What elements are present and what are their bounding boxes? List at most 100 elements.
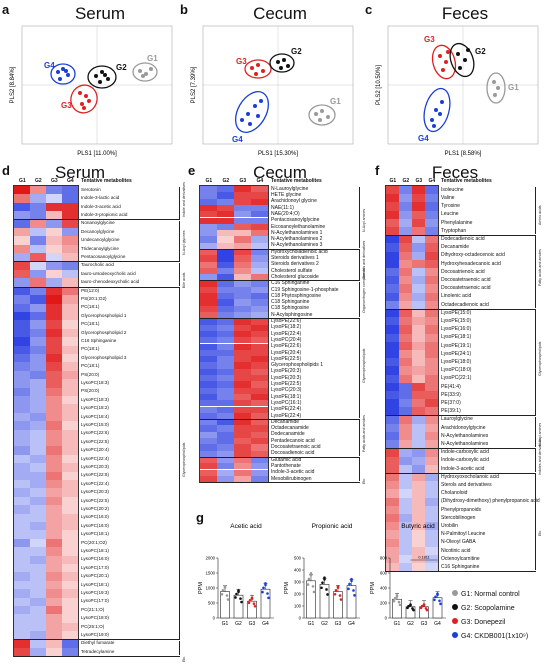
- bar-data-point: [350, 579, 353, 583]
- heatmap-cell: [62, 328, 78, 338]
- heatmap-cell: [200, 456, 217, 464]
- heatmap-cell: [46, 454, 62, 464]
- heatmap-cell: [62, 261, 78, 270]
- heatmap-cell: [46, 505, 62, 514]
- heatmap-cell: [46, 328, 62, 338]
- legend-marker-g3: [452, 618, 458, 624]
- ellipse-g3-c: [431, 44, 457, 80]
- heatmap-section-divider: [14, 639, 180, 640]
- heatmap-cell: [14, 219, 30, 228]
- heatmap-row-label: LysoPE(22:6): [271, 318, 302, 324]
- heatmap-cell: [200, 406, 217, 413]
- heatmap-cell: [412, 391, 425, 400]
- heatmap-cell: [234, 438, 251, 445]
- heatmap-cell: [14, 505, 30, 514]
- heatmap-cell: [62, 236, 78, 245]
- heatmap-cell: [425, 440, 438, 449]
- bar-data-point: [312, 590, 316, 594]
- heatmap-cell: [386, 391, 399, 400]
- heatmap-section-divider: [386, 571, 536, 572]
- heatmap-cell: [425, 530, 438, 539]
- heatmap-cell: [200, 274, 217, 281]
- bar-chart-ytick-label: 200: [294, 592, 302, 597]
- heatmap-cell: [30, 496, 46, 506]
- heatmap-cell: [217, 236, 234, 243]
- heatmap-cell: [251, 444, 268, 451]
- heatmap-cell: [251, 280, 268, 287]
- heatmap-cell: [46, 547, 62, 556]
- heatmap-cell: [412, 505, 425, 514]
- pls-label-g4-c: G4: [418, 134, 429, 143]
- heatmap-cell: [46, 228, 62, 237]
- pls-label-g4-b: G4: [232, 135, 243, 144]
- heatmap-cell: [386, 555, 399, 564]
- heatmap-cell: [251, 431, 268, 438]
- heatmap-cell: [200, 242, 217, 249]
- bar-data-point: [311, 585, 315, 588]
- heatmap-cell: [251, 362, 268, 369]
- heatmap-cell: [30, 379, 46, 388]
- panel-letter-d: d: [2, 163, 10, 178]
- heatmap-cell: [425, 415, 438, 424]
- heatmap-cell: [399, 497, 412, 506]
- heatmap-cell: [386, 276, 399, 285]
- heatmap-cell: [412, 292, 425, 301]
- heatmap-cell: [234, 186, 251, 193]
- heatmap-cell: [234, 450, 251, 457]
- heatmap-section-label: Indoles and derivatives: [538, 437, 542, 475]
- heatmap-cell: [200, 450, 217, 457]
- heatmap-cell: [412, 415, 425, 424]
- heatmap-cell: [217, 192, 234, 199]
- heatmap-row-label: LysoPC(20:4): [271, 336, 302, 343]
- heatmap-cell: [200, 431, 217, 438]
- heatmap-cell: [251, 375, 268, 382]
- heatmap-cell: [14, 589, 30, 598]
- heatmap-cell: [62, 454, 78, 464]
- heatmap-cell: [30, 303, 46, 312]
- bar-data-point: [336, 586, 340, 589]
- heatmap-cell: [46, 320, 62, 329]
- heatmap-cell: [30, 547, 46, 556]
- heatmap-cell: [425, 538, 438, 547]
- heatmap-cell: [30, 538, 46, 548]
- heatmap-cell: [14, 438, 30, 447]
- heatmap-cell: [412, 538, 425, 547]
- heatmap-cell: [200, 192, 217, 199]
- heatmap-cell: [234, 192, 251, 199]
- heatmap-cell: [425, 489, 438, 498]
- heatmap-section-divider: [200, 248, 360, 250]
- heatmap-cell: [62, 505, 78, 514]
- heatmap-cell: [399, 317, 412, 326]
- heatmap-cell: [386, 473, 399, 482]
- heatmap-cell: [217, 211, 234, 218]
- heatmap-row-label: LysoPC(16:0): [81, 514, 109, 520]
- heatmap-cell: [200, 330, 217, 338]
- heatmap-row-label: Arachidonoyl glycine: [271, 198, 317, 205]
- heatmap-cell: [62, 547, 78, 556]
- heatmap-cell: [46, 639, 62, 648]
- heatmap-cell: [62, 202, 78, 212]
- bar-chart-ytick-label: 0: [213, 616, 216, 621]
- heatmap-cell: [412, 276, 425, 285]
- heatmap-cell: [200, 375, 217, 382]
- heatmap-row-label: N-Oleoyl GABA: [441, 539, 476, 546]
- heatmap-cell: [62, 614, 78, 623]
- heatmap-cell: [14, 597, 30, 606]
- heatmap-section-label: Fatty acids and amides: [362, 415, 366, 452]
- heatmap-cell: [399, 350, 412, 359]
- heatmap-row-label: Hydroxycholadienoic acid: [271, 248, 328, 255]
- heatmap-cell: [30, 480, 46, 489]
- heatmap-section-bracket: [535, 187, 536, 235]
- heatmap-cell: [251, 261, 268, 268]
- heatmap-cell: [62, 471, 78, 480]
- heatmap-cell: [46, 488, 62, 497]
- heatmap-row-label: Hydroxyoxocholanoic acid: [441, 473, 500, 480]
- heatmap-cell: [425, 186, 438, 195]
- heatmap-cell: [62, 404, 78, 413]
- heatmap-cell: [30, 572, 46, 581]
- heatmap-feces: G1 G2 G3 G4 Tentative metabolites Isoleucine V…: [385, 178, 550, 588]
- heatmap-row-label: N-Acylethanolamines 2: [271, 236, 323, 243]
- heatmap-cell: [14, 639, 30, 648]
- heatmap-row-label: LysoPE(16:0): [441, 326, 472, 333]
